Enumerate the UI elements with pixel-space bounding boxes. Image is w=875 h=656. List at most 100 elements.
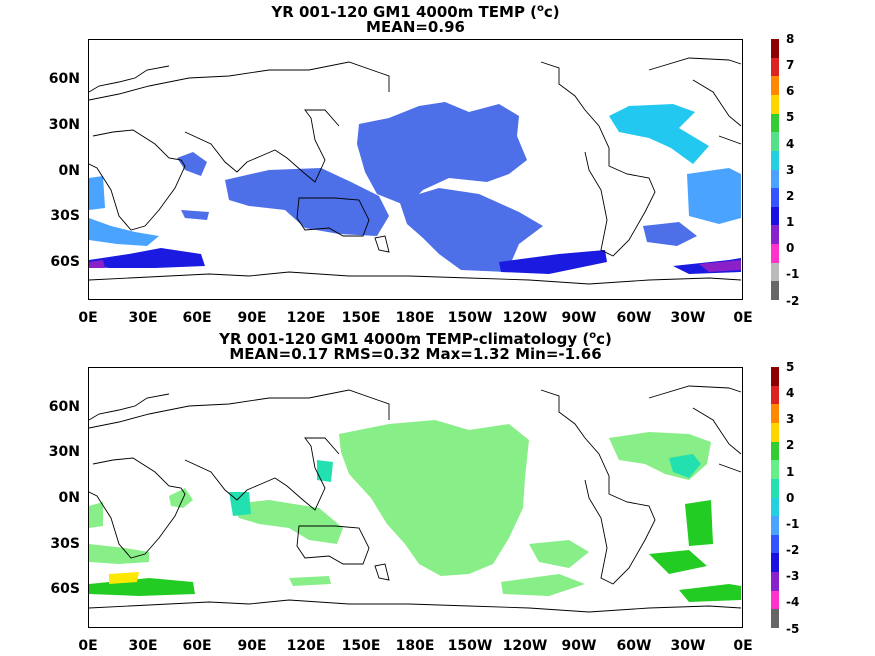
panel-1-coastlines	[89, 57, 742, 285]
panel-2-map	[88, 367, 743, 628]
colorbar-label: 3	[786, 412, 795, 426]
argentine-basin-region	[643, 222, 697, 246]
south-atlantic-region	[685, 500, 713, 546]
colorbar-label: -5	[786, 622, 800, 636]
panel-2-title: YR 001-120 GM1 4000m TEMP-climatology (o…	[219, 330, 612, 348]
south-atlantic-region	[687, 168, 741, 224]
lon-label: 0E	[78, 638, 98, 654]
south-pacific-patch	[529, 540, 589, 568]
lon-label: 120W	[502, 310, 548, 326]
lon-label: 150W	[447, 638, 493, 654]
panel-1-colorbar	[771, 39, 779, 301]
colorbar-swatch	[771, 497, 779, 517]
lat-label: 0N	[58, 163, 80, 179]
colorbar-swatch	[771, 367, 779, 387]
gulf-guinea-patch	[89, 502, 103, 528]
lon-label: 150E	[341, 310, 381, 326]
colorbar-swatch	[771, 57, 779, 77]
lon-label: 60W	[616, 638, 652, 654]
colorbar-label: 3	[786, 163, 795, 177]
lat-label: 60N	[48, 71, 80, 87]
colorbar-swatch	[771, 206, 779, 226]
lon-label: 120E	[286, 638, 326, 654]
colorbar-label: -3	[786, 569, 800, 583]
colorbar-label: -1	[786, 267, 800, 281]
colorbar-swatch	[771, 422, 779, 443]
colorbar-label: 5	[786, 110, 795, 124]
colorbar-swatch	[771, 553, 779, 573]
weddell-region	[679, 584, 741, 602]
panel-1-subtitle: MEAN=0.96	[366, 18, 465, 36]
colorbar-label: 4	[786, 137, 795, 151]
lon-label: 90E	[237, 638, 267, 654]
lon-label: 180E	[395, 638, 435, 654]
colorbar-swatch	[771, 244, 779, 264]
colorbar-swatch	[771, 478, 779, 498]
lon-label: 150W	[447, 310, 493, 326]
panel-2-colorbar	[771, 367, 779, 629]
panel-1-title: YR 001-120 GM1 4000m TEMP (oc)	[271, 3, 560, 21]
colorbar-swatch	[771, 188, 779, 208]
lon-label: 0E	[733, 638, 753, 654]
pacific-north-region	[357, 102, 527, 206]
colorbar-swatch	[771, 262, 779, 282]
lon-label: 90W	[561, 310, 597, 326]
arabian-patch	[169, 488, 193, 508]
lat-label: 60N	[48, 399, 80, 415]
colorbar-label: 6	[786, 84, 795, 98]
enderby-violet-patch	[89, 260, 105, 268]
lat-label: 0N	[58, 490, 80, 506]
panel-2-fill-regions	[89, 420, 741, 602]
lon-label: 90W	[561, 638, 597, 654]
panel-1-fill-regions	[89, 102, 741, 274]
crozet-yellow-patch	[109, 572, 139, 584]
colorbar-label: 1	[786, 215, 795, 229]
lon-label: 60E	[182, 310, 212, 326]
lat-label: 30S	[50, 208, 80, 224]
lon-label: 30W	[670, 638, 706, 654]
indian-ocean-region	[225, 168, 389, 236]
lon-label: 0E	[78, 310, 98, 326]
southern-ocean-pacific	[499, 250, 607, 274]
north-atlantic-region	[609, 104, 709, 164]
colorbar-swatch	[771, 281, 779, 301]
weddell-violet-patch	[699, 260, 741, 272]
western-pacific-patch	[317, 460, 333, 482]
lon-label: 30W	[670, 310, 706, 326]
lon-label: 0E	[733, 310, 753, 326]
colorbar-label: -2	[786, 294, 800, 308]
colorbar-label: 8	[786, 32, 795, 46]
lon-label: 120W	[502, 638, 548, 654]
argentine-basin-patch	[649, 550, 707, 574]
southern-ocean-indian	[289, 576, 331, 586]
panel-2-coastlines	[89, 385, 742, 613]
colorbar-label: 7	[786, 58, 795, 72]
colorbar-swatch	[771, 169, 779, 189]
southern-ocean-west	[89, 578, 195, 596]
colorbar-swatch	[771, 225, 779, 245]
north-atlantic-region	[609, 432, 711, 480]
colorbar-swatch	[771, 150, 779, 170]
colorbar-label: -4	[786, 595, 800, 609]
colorbar-swatch	[771, 441, 779, 461]
lat-label: 30N	[48, 444, 80, 460]
southern-ocean-pacific	[501, 574, 585, 596]
colorbar-swatch	[771, 39, 779, 59]
pacific-south-region	[399, 188, 543, 272]
lat-label: 60S	[50, 581, 80, 597]
southern-ocean-west	[89, 248, 205, 268]
colorbar-label: 0	[786, 241, 795, 255]
lon-label: 30E	[128, 638, 158, 654]
colorbar-swatch	[771, 404, 779, 424]
lon-label: 150E	[341, 638, 381, 654]
colorbar-swatch	[771, 76, 779, 96]
colorbar-label: 5	[786, 360, 795, 374]
colorbar-label: 2	[786, 189, 795, 203]
colorbar-swatch	[771, 590, 779, 610]
colorbar-label: -1	[786, 517, 800, 531]
lon-label: 60W	[616, 310, 652, 326]
agulhas-patch	[89, 544, 149, 564]
lat-label: 30S	[50, 536, 80, 552]
colorbar-label: 2	[786, 438, 795, 452]
west-africa-patch	[89, 176, 105, 210]
